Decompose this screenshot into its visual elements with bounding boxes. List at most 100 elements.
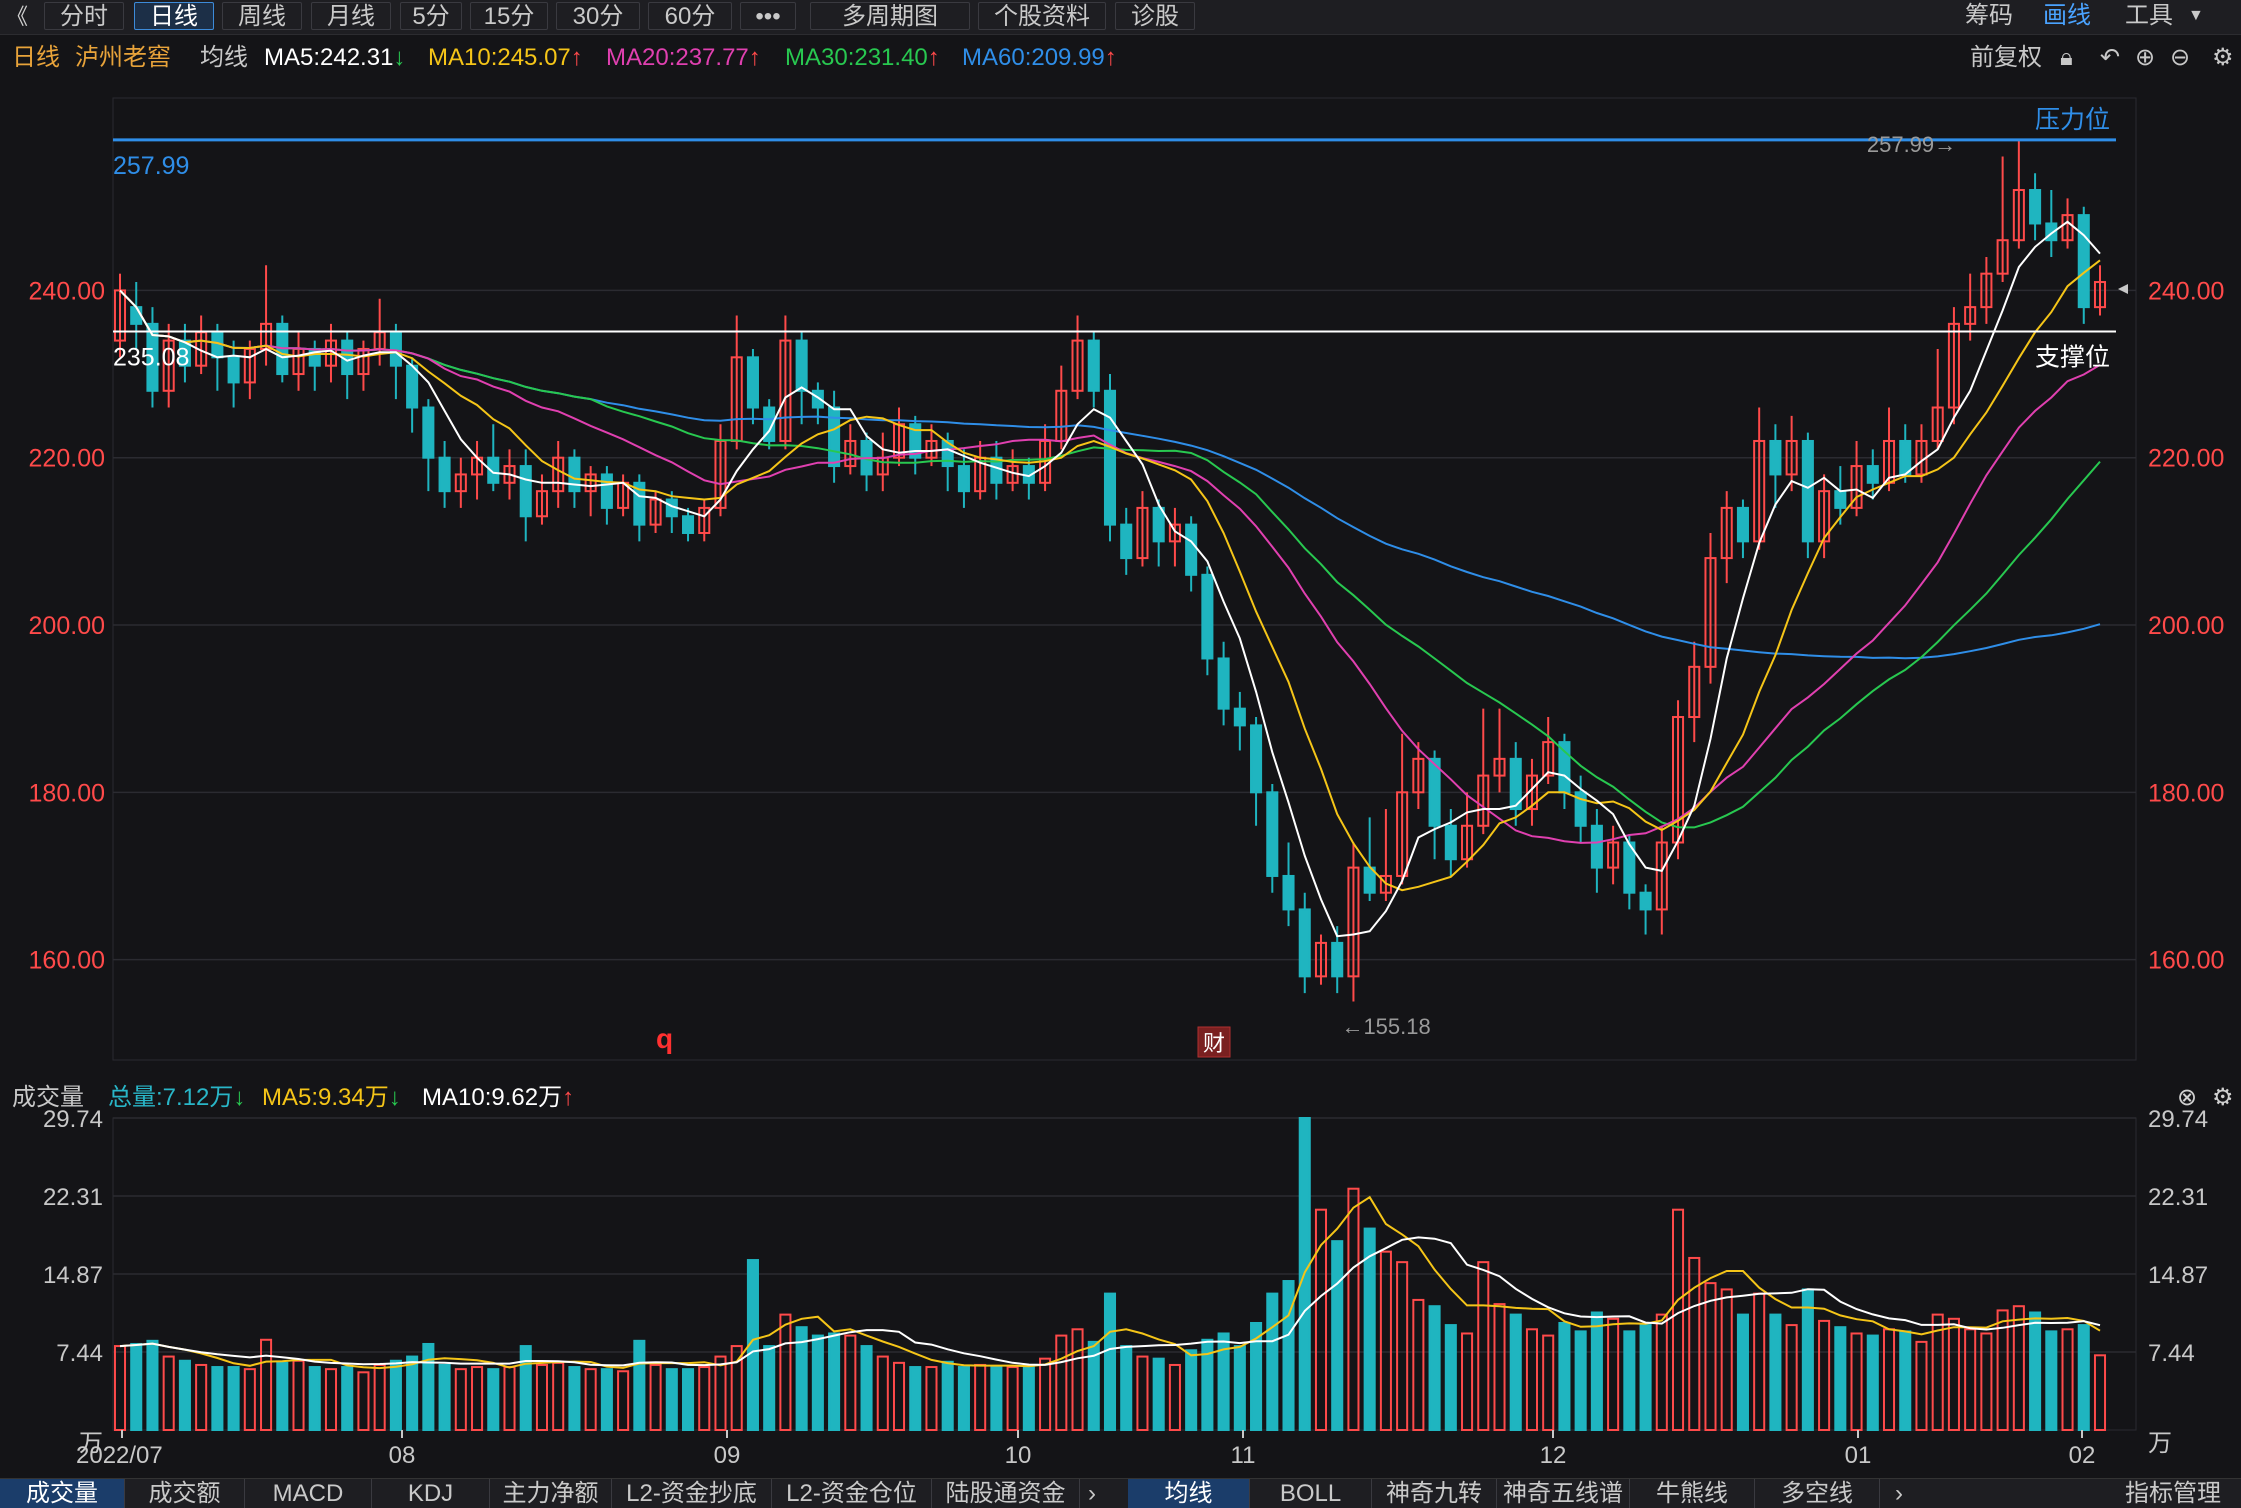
volume-bar bbox=[1704, 1282, 1717, 1431]
tab-10[interactable]: 个股资料 bbox=[978, 2, 1106, 30]
indicator-tab-2[interactable]: MACD bbox=[245, 1479, 372, 1508]
candle-body bbox=[1996, 239, 2009, 275]
volume-bar bbox=[714, 1355, 727, 1432]
close-icon[interactable]: ⊗ bbox=[2177, 1084, 2198, 1111]
volume-bar bbox=[178, 1359, 191, 1431]
date-label: 08 bbox=[389, 1442, 416, 1469]
tab-11[interactable]: 诊股 bbox=[1115, 2, 1195, 30]
date-label: 09 bbox=[714, 1442, 741, 1469]
candle-body bbox=[649, 498, 662, 526]
overlay-tab-3[interactable]: 神奇五线谱 bbox=[1497, 1479, 1630, 1508]
indicator-tab-1[interactable]: 成交额 bbox=[125, 1479, 245, 1508]
date-label: 10 bbox=[1005, 1442, 1032, 1469]
indicator-tab-4[interactable]: 主力净额 bbox=[490, 1479, 612, 1508]
volume-bar bbox=[1282, 1280, 1295, 1432]
volume-bar bbox=[698, 1366, 711, 1431]
zoom-out-icon[interactable]: ⊖ bbox=[2170, 44, 2191, 71]
volume-bar bbox=[1347, 1187, 1360, 1432]
volume-bar bbox=[1379, 1250, 1392, 1431]
overlay-tab-1[interactable]: BOLL bbox=[1250, 1479, 1372, 1508]
volume-bar bbox=[1980, 1332, 1993, 1431]
tab-2[interactable]: 周线 bbox=[222, 2, 302, 30]
tab-4[interactable]: 5分 bbox=[400, 2, 462, 30]
q-marker: q bbox=[656, 1023, 673, 1054]
date-label: 02 bbox=[2069, 1442, 2096, 1469]
candle-body bbox=[389, 331, 402, 367]
volume-bar bbox=[146, 1339, 159, 1431]
volume-bar bbox=[1250, 1321, 1263, 1431]
volume-bar bbox=[649, 1363, 662, 1432]
tab-3[interactable]: 月线 bbox=[311, 2, 391, 30]
gear-icon[interactable]: ⚙ bbox=[2212, 44, 2234, 71]
candle-body bbox=[763, 406, 776, 442]
volume-bar bbox=[617, 1370, 630, 1432]
candle-body bbox=[2077, 214, 2090, 309]
tab-8[interactable]: ••• bbox=[740, 2, 796, 30]
volume-bar bbox=[1314, 1208, 1328, 1432]
chevron-down-icon[interactable]: ▼ bbox=[2188, 7, 2204, 24]
overlay-tab-2[interactable]: 神奇九转 bbox=[1372, 1479, 1497, 1508]
indicator-tab-5[interactable]: L2-资金抄底 bbox=[612, 1479, 772, 1508]
volume-bar bbox=[1607, 1317, 1620, 1432]
ma10-value: MA10:245.07↑ bbox=[428, 44, 583, 71]
indicator-tab-0[interactable]: 成交量 bbox=[0, 1479, 125, 1508]
zoom-in-icon[interactable]: ⊕ bbox=[2135, 44, 2156, 71]
overlay-tab-5[interactable]: 多空线 bbox=[1755, 1479, 1880, 1508]
volume-bar bbox=[2045, 1330, 2058, 1432]
volume-bar bbox=[2077, 1324, 2090, 1432]
tools-tab[interactable]: 工具 bbox=[2125, 2, 2173, 29]
candle-body bbox=[1801, 439, 1814, 543]
chevron-right-icon[interactable]: › bbox=[1088, 1480, 1096, 1507]
stock-name[interactable]: 泸州老窖 bbox=[75, 44, 171, 71]
tab-6[interactable]: 30分 bbox=[556, 2, 640, 30]
indicator-tab-3[interactable]: KDJ bbox=[372, 1479, 490, 1508]
indicator-manage[interactable]: 指标管理 bbox=[2125, 1480, 2221, 1507]
tab-1[interactable]: 日线 bbox=[134, 2, 214, 30]
volume-tick-left: 7.44 bbox=[56, 1340, 103, 1367]
candle-body bbox=[146, 322, 159, 392]
tab-5[interactable]: 15分 bbox=[470, 2, 548, 30]
indicator-tab-6[interactable]: L2-资金仓位 bbox=[772, 1479, 932, 1508]
candle-body bbox=[1185, 523, 1198, 576]
candle-body bbox=[2029, 189, 2042, 225]
chips-tab[interactable]: 筹码 bbox=[1965, 2, 2013, 29]
candle-body bbox=[1542, 741, 1555, 777]
overlay-tab-4[interactable]: 牛熊线 bbox=[1630, 1479, 1755, 1508]
gear-icon[interactable]: ⚙ bbox=[2212, 1084, 2234, 1111]
volume-bar bbox=[1509, 1313, 1522, 1431]
volume-bar bbox=[471, 1366, 484, 1431]
lock-icon[interactable]: 🔒︎ bbox=[2060, 44, 2073, 71]
volume-bar bbox=[1266, 1292, 1279, 1432]
double-chevron-left-icon[interactable]: 《 bbox=[5, 4, 28, 29]
tab-0[interactable]: 分时 bbox=[44, 2, 124, 30]
indicator-tab-7[interactable]: 陆股通资金 bbox=[932, 1479, 1080, 1508]
chevron-right-icon[interactable]: › bbox=[1895, 1480, 1903, 1507]
volume-bar bbox=[2093, 1354, 2107, 1432]
volume-tick-right: 14.87 bbox=[2148, 1262, 2208, 1289]
support-value: 235.08 bbox=[113, 344, 189, 372]
undo-icon[interactable]: ↶ bbox=[2100, 44, 2121, 71]
candle-body bbox=[1217, 657, 1230, 710]
volume-tick-left: 万 bbox=[79, 1430, 103, 1457]
volume-ma10: MA10:9.62万↑ bbox=[422, 1084, 575, 1111]
volume-bar bbox=[1185, 1349, 1198, 1432]
ma30-line bbox=[119, 289, 2101, 829]
fq-label[interactable]: 前复权 bbox=[1970, 44, 2042, 71]
avg-label[interactable]: 均线 bbox=[200, 44, 248, 71]
volume-bar bbox=[1931, 1313, 1944, 1431]
draw-line-tab[interactable]: 画线 bbox=[2043, 2, 2091, 29]
volume-bar bbox=[1655, 1313, 1668, 1431]
price-tick-left: 160.00 bbox=[29, 947, 105, 975]
tab-7[interactable]: 60分 bbox=[648, 2, 732, 30]
volume-bar bbox=[1201, 1338, 1214, 1431]
candle-body bbox=[438, 456, 451, 493]
tab-9[interactable]: 多周期图 bbox=[810, 2, 970, 30]
volume-bar bbox=[1233, 1345, 1246, 1431]
overlay-tab-0[interactable]: 均线 bbox=[1128, 1479, 1250, 1508]
volume-bar bbox=[438, 1363, 451, 1432]
candle-body bbox=[698, 506, 711, 534]
candle-body bbox=[1607, 841, 1620, 869]
candle-body bbox=[909, 423, 922, 459]
candle-body bbox=[1396, 791, 1409, 877]
